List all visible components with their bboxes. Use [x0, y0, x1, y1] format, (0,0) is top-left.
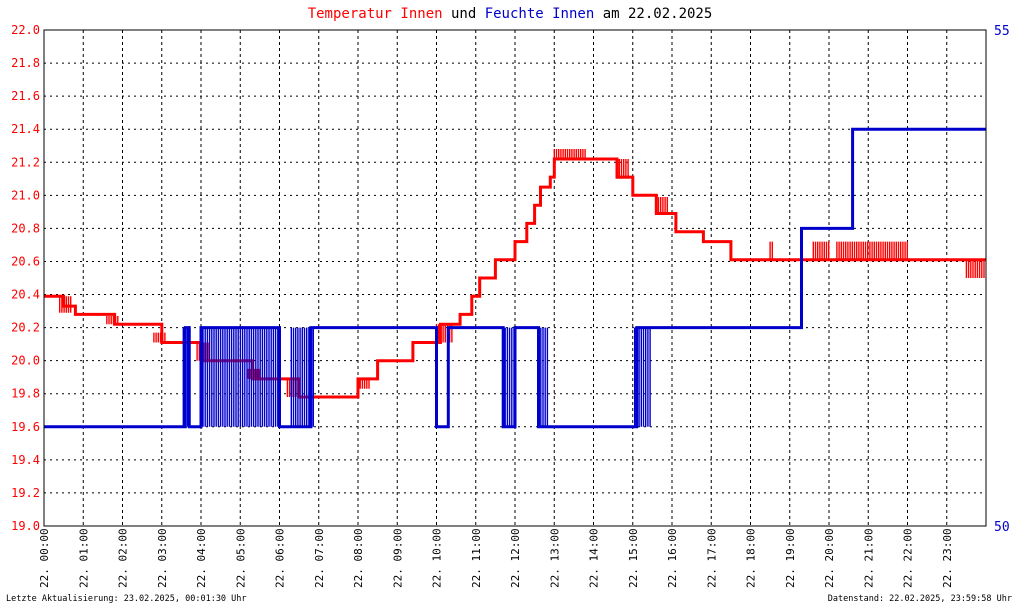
x-tick-label: 22. 07:00: [313, 528, 326, 588]
y-tick-label: 20.0: [11, 354, 40, 368]
y-tick-label: 21.2: [11, 155, 40, 169]
y-tick-label: 22.0: [11, 23, 40, 37]
series-noise: [655, 197, 668, 214]
x-tick-label: 22. 15:00: [627, 528, 640, 588]
y-tick-label: 19.2: [11, 486, 40, 500]
y-tick-label: 20.4: [11, 288, 40, 302]
series-noise: [202, 327, 279, 427]
x-tick-label: 22. 00:00: [38, 528, 51, 588]
x-tick-label: 22. 20:00: [823, 528, 836, 588]
series-layer: [44, 127, 986, 429]
y-tick-label: 21.6: [11, 89, 40, 103]
plot-frame: [43, 29, 987, 527]
title-part: Temperatur Innen: [308, 6, 443, 22]
x-tick-label: 22. 11:00: [470, 528, 483, 588]
x-tick-label: 22. 02:00: [117, 528, 130, 588]
series-noise: [965, 259, 985, 278]
series-noise: [769, 241, 773, 260]
x-axis: 22. 00:00 22. 01:00 22. 02:00 22. 03:00 22. …: [38, 528, 954, 588]
y-tick-label: 19.0: [11, 519, 40, 533]
series-noise: [812, 241, 830, 260]
x-tick-label: 22. 21:00: [862, 528, 875, 588]
title-part: am 22.02.2025: [594, 6, 712, 22]
x-tick-label: 22. 12:00: [509, 528, 522, 588]
x-tick-label: 22. 04:00: [195, 528, 208, 588]
x-tick-label: 22. 13:00: [548, 528, 561, 588]
footer-left: Letzte Aktualisierung: 23.02.2025, 00:01…: [6, 594, 247, 604]
y-tick-label: 21.4: [11, 122, 40, 136]
y-tick-label: 20.6: [11, 254, 40, 268]
title-part: Feuchte Innen: [485, 6, 595, 22]
title-part: und: [443, 6, 485, 22]
x-tick-label: 22. 06:00: [274, 528, 287, 588]
grid: [44, 30, 986, 526]
x-tick-label: 22. 08:00: [352, 528, 365, 588]
y-tick-label: 20.8: [11, 221, 40, 235]
y-tick-label: 19.4: [11, 453, 40, 467]
series-noise: [553, 149, 586, 159]
x-tick-label: 22. 18:00: [745, 528, 758, 588]
chart-title: Temperatur Innen und Feuchte Innen am 22…: [308, 6, 713, 22]
y-tick-label: 20.2: [11, 321, 40, 335]
x-tick-label: 22. 23:00: [941, 528, 954, 588]
x-tick-label: 22. 17:00: [705, 528, 718, 588]
y-tick-label: 21.8: [11, 56, 40, 70]
series-noise: [836, 241, 908, 260]
footer-right: Datenstand: 22.02.2025, 23:59:58 Uhr: [828, 594, 1012, 604]
x-tick-label: 22. 22:00: [902, 528, 915, 588]
x-tick-label: 22. 05:00: [234, 528, 247, 588]
y-axis-left: 19.0 19.2 19.4 19.6 19.8 20.0 20.2 20.4 20.6 20.8…: [11, 23, 40, 533]
series-line-feuchte-innen: [44, 127, 986, 429]
x-tick-label: 22. 09:00: [391, 528, 404, 588]
y-right-tick-label: 50: [994, 520, 1010, 535]
x-tick-label: 22. 01:00: [77, 528, 90, 588]
x-tick-label: 22. 16:00: [666, 528, 679, 588]
x-tick-label: 22. 19:00: [784, 528, 797, 588]
y-right-tick-label: 55: [994, 24, 1010, 39]
y-axis-right: 50 55: [994, 24, 1010, 535]
y-tick-label: 19.8: [11, 387, 40, 401]
series-noise: [59, 296, 72, 313]
x-tick-label: 22. 10:00: [431, 528, 444, 588]
y-tick-label: 21.0: [11, 188, 40, 202]
y-tick-label: 19.6: [11, 420, 40, 434]
x-tick-label: 22. 03:00: [156, 528, 169, 588]
series-noise: [504, 327, 515, 427]
x-tick-label: 22. 14:00: [588, 528, 601, 588]
